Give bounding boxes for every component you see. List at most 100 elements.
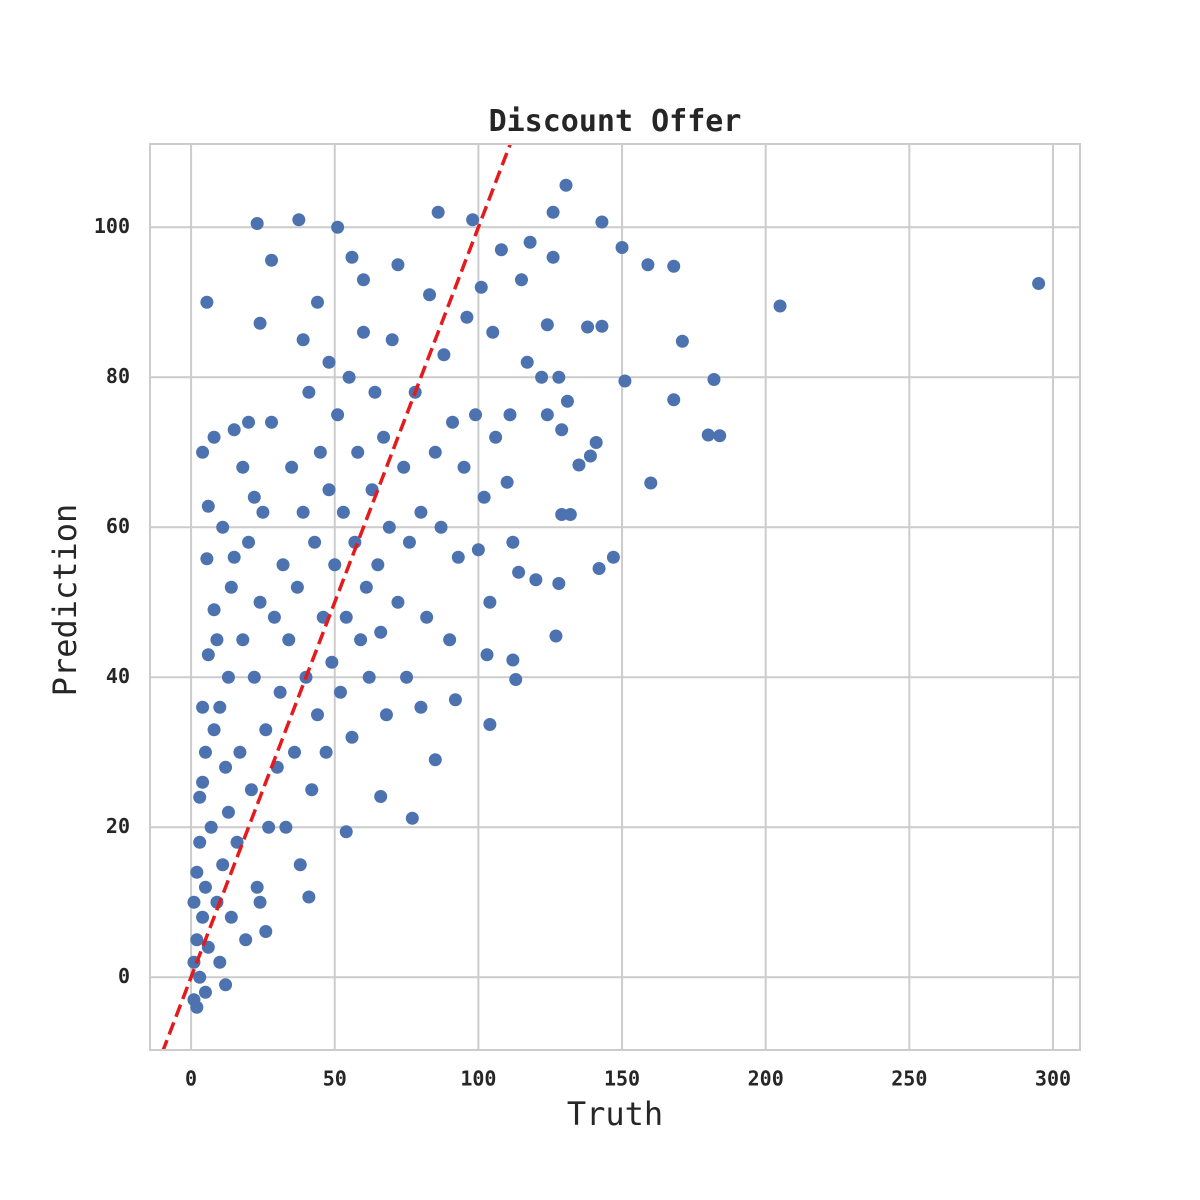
plot-frame	[149, 143, 1081, 1051]
point	[219, 760, 233, 774]
point	[592, 562, 606, 575]
point	[514, 273, 528, 287]
point	[196, 700, 210, 714]
point	[250, 217, 264, 230]
point	[1032, 277, 1046, 290]
point	[546, 205, 560, 219]
point	[296, 505, 310, 519]
point	[420, 610, 434, 624]
point	[190, 933, 204, 947]
point	[437, 348, 451, 362]
x-axis-label: Truth	[567, 1095, 663, 1133]
point	[262, 820, 276, 834]
point	[351, 445, 365, 459]
point	[414, 700, 428, 714]
point	[328, 558, 342, 572]
point	[595, 215, 609, 229]
point	[345, 250, 359, 264]
point	[310, 708, 324, 722]
point	[483, 595, 497, 609]
point	[457, 460, 471, 474]
point	[265, 253, 279, 267]
point	[362, 670, 376, 684]
point	[391, 595, 405, 609]
point	[520, 355, 534, 369]
x-tick-label: 100	[460, 1067, 496, 1091]
point	[356, 325, 370, 339]
point	[339, 610, 353, 624]
point	[428, 753, 442, 767]
y-axis-label: Prediction	[46, 504, 84, 697]
point	[506, 653, 520, 667]
y-tick-label: 0	[118, 964, 130, 988]
point	[446, 415, 460, 429]
point	[529, 573, 543, 587]
point	[606, 550, 620, 564]
point	[535, 370, 549, 384]
point	[379, 708, 393, 722]
point	[374, 790, 388, 803]
point	[227, 423, 241, 437]
point	[448, 693, 462, 707]
point	[292, 213, 306, 227]
point	[207, 430, 221, 444]
point	[675, 334, 689, 348]
point	[302, 385, 316, 399]
point	[615, 241, 629, 254]
point	[371, 558, 385, 572]
point	[400, 670, 414, 684]
point	[368, 385, 382, 399]
point	[509, 673, 523, 686]
point	[296, 333, 310, 347]
x-tick-label: 0	[185, 1067, 197, 1091]
point	[200, 295, 214, 309]
point	[477, 490, 491, 504]
point	[198, 985, 212, 999]
point	[382, 520, 396, 534]
point	[331, 408, 345, 422]
point	[253, 595, 267, 609]
point	[213, 955, 227, 969]
point	[391, 258, 405, 272]
grid	[150, 144, 1080, 1050]
y-tick-label: 20	[106, 814, 130, 838]
point	[701, 428, 715, 442]
point	[667, 393, 681, 407]
point	[331, 220, 345, 234]
point	[471, 543, 485, 557]
x-tick-label: 300	[1035, 1067, 1071, 1091]
point	[322, 355, 336, 369]
point	[713, 429, 727, 443]
point	[242, 415, 256, 429]
point	[483, 718, 497, 731]
point	[207, 603, 221, 617]
point	[560, 394, 574, 408]
point	[259, 723, 273, 737]
point	[474, 280, 488, 294]
point	[339, 825, 353, 839]
point	[221, 805, 235, 819]
point	[242, 535, 256, 549]
point	[233, 745, 247, 759]
point	[595, 319, 609, 333]
point	[354, 633, 368, 647]
point	[221, 670, 235, 684]
point	[589, 436, 603, 449]
point	[239, 933, 253, 947]
point	[581, 320, 595, 334]
point	[480, 648, 494, 662]
point	[486, 325, 500, 339]
point	[707, 373, 721, 386]
point	[236, 633, 250, 647]
point	[460, 310, 474, 324]
point	[193, 790, 207, 804]
point	[563, 508, 577, 521]
point	[196, 775, 210, 789]
point	[549, 629, 563, 643]
point	[216, 858, 230, 872]
y-tick-label: 100	[94, 214, 130, 238]
point	[414, 505, 428, 519]
point	[667, 259, 681, 273]
point	[204, 820, 218, 834]
